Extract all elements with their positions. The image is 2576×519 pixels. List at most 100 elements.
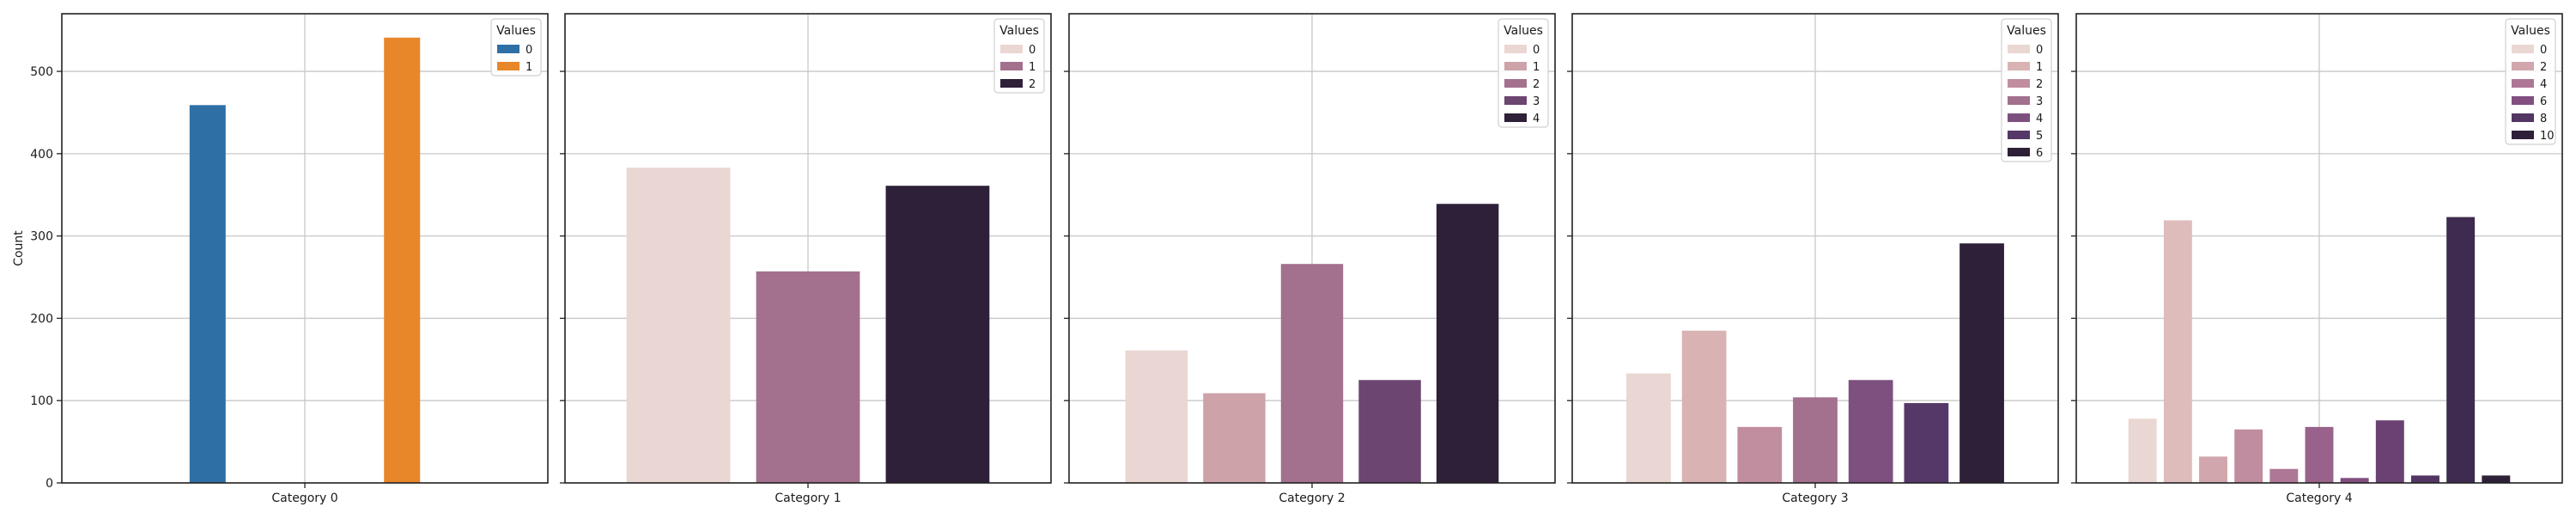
- chart-panel-0: 0 100 200 300 400 500 Category 0 Count Values 0 1: [12, 14, 548, 505]
- legend-label: 6: [2540, 95, 2547, 108]
- legend-label: 4: [1533, 113, 1540, 125]
- bar-category-1-1: [756, 272, 860, 483]
- bar-category-4-6: [2341, 478, 2369, 483]
- legend-label: 10: [2540, 130, 2555, 143]
- bar-category-2-4: [1437, 204, 1498, 483]
- legend-label: 1: [1029, 61, 1036, 74]
- bar-category-3-0: [1626, 374, 1671, 483]
- x-tick-label: Category 3: [1782, 492, 1848, 505]
- y-tick-label: 300: [30, 230, 53, 244]
- legend-label: 2: [2036, 78, 2043, 91]
- x-tick-label: Category 1: [775, 492, 841, 505]
- legend-label: 0: [526, 44, 532, 57]
- bar-category-0-1: [384, 38, 420, 483]
- bar-category-3-3: [1793, 397, 1838, 483]
- y-tick-label: 0: [46, 477, 53, 491]
- bar-category-4-1: [2164, 220, 2192, 483]
- bar-category-4-9: [2446, 217, 2475, 483]
- legend-swatch: [2512, 131, 2534, 139]
- bar-category-3-4: [1849, 380, 1893, 483]
- legend-label: 3: [2036, 95, 2043, 108]
- legend-swatch: [2008, 131, 2030, 139]
- legend-label: 6: [2036, 147, 2043, 160]
- bar-category-4-10: [2482, 475, 2510, 483]
- legend-label: 2: [1533, 78, 1540, 91]
- legend: Values 0 1 2 3 4 5 6: [2002, 19, 2051, 162]
- legend-swatch: [1504, 113, 1527, 122]
- y-tick-label: 400: [30, 148, 53, 162]
- legend-label: 4: [2036, 113, 2043, 125]
- bar-category-4-7: [2376, 420, 2404, 483]
- legend: Values 0 1: [491, 19, 541, 76]
- legend-title: Values: [2511, 24, 2550, 38]
- legend-swatch: [497, 45, 519, 53]
- bar-category-4-2: [2199, 456, 2227, 483]
- legend-label: 0: [1533, 44, 1540, 57]
- legend-label: 1: [526, 61, 532, 74]
- legend-label: 2: [2540, 61, 2547, 74]
- legend-swatch: [1504, 45, 1527, 53]
- x-tick-label: Category 4: [2286, 492, 2352, 505]
- y-tick-label: 200: [30, 312, 53, 326]
- legend-swatch: [2512, 96, 2534, 105]
- bar-category-2-2: [1281, 264, 1343, 483]
- x-tick-label: Category 0: [271, 492, 337, 505]
- bar-category-1-2: [886, 186, 990, 483]
- legend-swatch: [1000, 45, 1023, 53]
- bar-category-4-4: [2269, 469, 2298, 483]
- legend-swatch: [2512, 79, 2534, 88]
- legend-label: 0: [1029, 44, 1036, 57]
- bar-category-4-8: [2411, 475, 2439, 483]
- y-axis-label: Count: [12, 230, 26, 266]
- legend-title: Values: [1504, 24, 1543, 38]
- legend-swatch: [2512, 45, 2534, 53]
- legend-swatch: [2512, 62, 2534, 70]
- bar-category-4-3: [2234, 430, 2263, 483]
- legend: Values 0 1 2 3 4: [1498, 19, 1548, 127]
- bar-category-2-3: [1358, 380, 1420, 483]
- bar-category-3-1: [1682, 331, 1727, 483]
- legend-box: [2002, 19, 2051, 162]
- legend-swatch: [1504, 79, 1527, 88]
- legend-title: Values: [2007, 24, 2046, 38]
- legend-swatch: [1000, 62, 1023, 70]
- chart-panel-4: Category 4 Values 0 2 4 6 8 10: [2071, 14, 2562, 505]
- legend-swatch: [2008, 79, 2030, 88]
- legend-label: 2: [1029, 78, 1036, 91]
- bar-category-0-0: [190, 105, 226, 483]
- bar-category-2-1: [1203, 394, 1265, 483]
- bar-category-3-5: [1904, 403, 1948, 483]
- legend-label: 8: [2540, 113, 2547, 125]
- legend: Values 0 1 2: [994, 19, 1044, 93]
- legend-swatch: [497, 62, 519, 70]
- legend-label: 4: [2540, 78, 2547, 91]
- legend-title: Values: [496, 24, 536, 38]
- x-tick-label: Category 2: [1279, 492, 1345, 505]
- chart-panel-3: Category 3 Values 0 1 2 3 4 5 6: [1567, 14, 2058, 505]
- legend-swatch: [2512, 113, 2534, 122]
- legend-label: 1: [1533, 61, 1540, 74]
- legend-label: 0: [2036, 44, 2043, 57]
- legend-title: Values: [999, 24, 1039, 38]
- legend-swatch: [2008, 45, 2030, 53]
- legend-swatch: [1504, 96, 1527, 105]
- bar-category-4-5: [2306, 427, 2334, 483]
- legend-swatch: [2008, 96, 2030, 105]
- bar-category-3-6: [1959, 243, 2004, 483]
- bar-category-4-0: [2129, 418, 2157, 483]
- legend-swatch: [1504, 62, 1527, 70]
- legend-label: 3: [1533, 95, 1540, 108]
- legend-swatch: [1000, 79, 1023, 88]
- legend-label: 5: [2036, 130, 2043, 143]
- legend-swatch: [2008, 148, 2030, 156]
- bar-category-3-2: [1737, 427, 1782, 483]
- chart-panel-2: Category 2 Values 0 1 2 3 4: [1064, 14, 1555, 505]
- bar-category-1-0: [627, 168, 731, 483]
- legend: Values 0 2 4 6 8 10: [2506, 19, 2555, 144]
- y-tick-label: 500: [30, 65, 53, 79]
- legend-label: 1: [2036, 61, 2043, 74]
- chart-panel-1: Category 1 Values 0 1 2: [560, 14, 1051, 505]
- y-tick-label: 100: [30, 394, 53, 408]
